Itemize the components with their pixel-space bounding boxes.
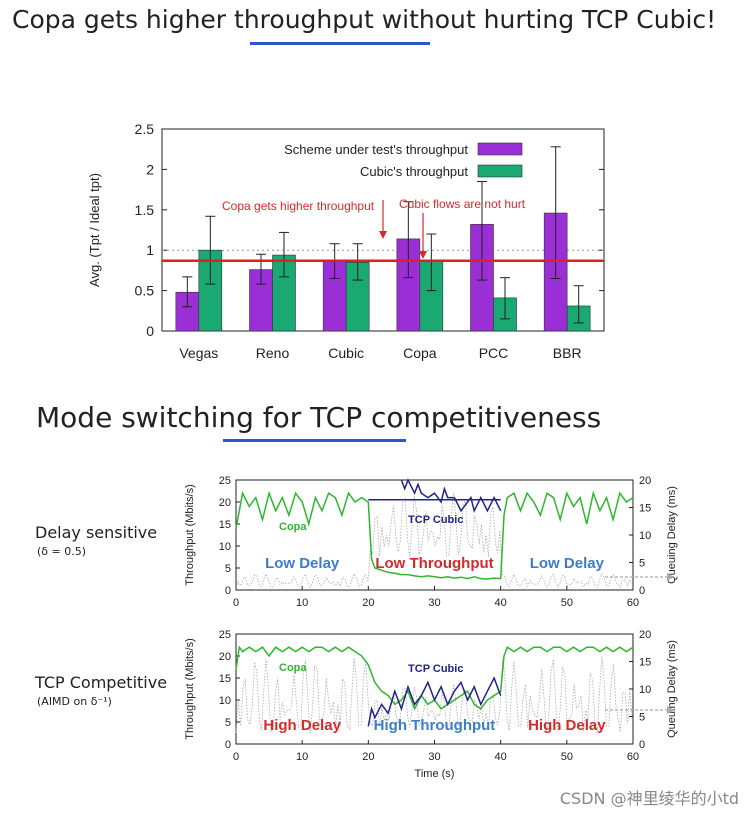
y-tick-label: 20 (219, 651, 231, 663)
y-tick-label: 1 (146, 242, 154, 258)
x-tick-label: 0 (233, 751, 239, 763)
slide-title-bottom: Mode switching for TCP competitiveness (36, 401, 602, 434)
y-tick-label: 0 (146, 323, 154, 339)
slide-title-top: Copa gets higher throughput without hurt… (12, 5, 717, 34)
x-tick-label: PCC (479, 345, 509, 361)
x-tick-label: 30 (428, 597, 440, 609)
y-tick-label: 25 (219, 475, 231, 487)
delay-sensitive-sublabel: (δ = 0.5) (37, 545, 87, 558)
y-tick-label: 20 (219, 497, 231, 509)
y-tick-label: 1.5 (135, 202, 155, 218)
legend-swatch (477, 164, 523, 178)
region-label: Low Throughput (375, 555, 493, 572)
dashed-arrowhead (667, 706, 674, 714)
legend-label: Scheme under test's throughput (284, 142, 468, 157)
copa-series (235, 490, 634, 580)
y-tick-label: 0 (225, 739, 231, 751)
title-underline-bottom (223, 439, 406, 442)
y2-tick-label: 10 (639, 684, 651, 696)
y-tick-label: 10 (219, 541, 231, 553)
copa-series-label: Copa (279, 521, 307, 533)
y-tick-label: 5 (225, 717, 231, 729)
y-axis-label: Throughput (Mbits/s) (184, 638, 196, 739)
region-label: High Delay (528, 717, 606, 734)
y-tick-label: 15 (219, 519, 231, 531)
tcp-competitive-sublabel: (AIMD on δ⁻¹) (37, 695, 112, 708)
x-axis-label: Time (s) (415, 768, 455, 780)
y-tick-label: 10 (219, 695, 231, 707)
y2-tick-label: 20 (639, 475, 651, 487)
y2-tick-label: 15 (639, 657, 651, 669)
cubic-series (400, 478, 502, 513)
legend-label: Cubic's throughput (360, 164, 468, 179)
x-tick-label: 0 (233, 597, 239, 609)
y-tick-label: 0.5 (135, 283, 155, 299)
region-label: High Throughput (374, 717, 496, 734)
y2-tick-label: 20 (639, 629, 651, 641)
region-label: Low Delay (530, 555, 605, 572)
x-tick-label: 50 (561, 751, 573, 763)
x-tick-label: Vegas (179, 345, 218, 361)
watermark: CSDN @神里绫华的小td (559, 789, 739, 808)
y-tick-label: 2.5 (135, 121, 155, 137)
region-label: High Delay (263, 717, 341, 734)
queuing-delay-series (235, 656, 633, 734)
plot-frame (161, 128, 605, 332)
y-tick-label: 25 (219, 629, 231, 641)
y2-tick-label: 5 (639, 712, 645, 724)
queuing-delay-series (235, 491, 633, 589)
y-tick-label: 15 (219, 673, 231, 685)
x-tick-label: 50 (561, 597, 573, 609)
bar-chart: 0 0.5 1 1.5 2 2.5 Avg. (Tpt / Ideal tpt) Vegas R… (87, 121, 605, 361)
cubic-series-label: TCP Cubic (408, 514, 463, 526)
x-tick-label: 40 (495, 751, 507, 763)
delay-sensitive-label: Delay sensitive (35, 523, 158, 542)
cubic-series-label: TCP Cubic (408, 663, 463, 675)
y2-tick-label: 10 (639, 530, 651, 542)
y2-axis-label: Queuing Delay (ms) (666, 640, 678, 738)
y2-tick-label: 0 (639, 739, 645, 751)
dashed-arrowhead (667, 573, 674, 581)
x-tick-label: Reno (256, 345, 290, 361)
line-chart-tcp-competitive: 0 5 10 15 20 25 0 5 10 15 20 0 10 20 30 40 50 60 Throughpu… (184, 629, 678, 780)
y-axis-label: Throughput (Mbits/s) (184, 484, 196, 585)
y2-tick-label: 0 (639, 585, 645, 597)
legend-swatch (477, 142, 523, 156)
x-tick-label: 10 (296, 751, 308, 763)
annotation-arrowhead (419, 251, 427, 259)
y-tick-label: 0 (225, 585, 231, 597)
y-tick-label: 2 (146, 161, 154, 177)
x-tick-label: 20 (362, 597, 374, 609)
cubic-series (367, 676, 502, 727)
annotation-copa-higher: Copa gets higher throughput (222, 199, 375, 213)
annotation-arrowhead (379, 231, 387, 239)
y-axis-label: Avg. (Tpt / Ideal tpt) (87, 173, 102, 287)
copa-series-label: Copa (279, 662, 307, 674)
line-chart-delay-sensitive: 0 5 10 15 20 25 0 5 10 15 20 0 10 20 30 40 50 60 Throughpu… (184, 475, 678, 609)
y2-tick-label: 15 (639, 503, 651, 515)
x-tick-label: 10 (296, 597, 308, 609)
tcp-competitive-label: TCP Competitive (35, 673, 168, 692)
region-label: Low Delay (265, 555, 340, 572)
x-tick-label: 30 (428, 751, 440, 763)
annotation-cubic-not-hurt: Cubic flows are not hurt (399, 197, 526, 211)
x-tick-label: Cubic (328, 345, 364, 361)
x-tick-label: 60 (627, 597, 639, 609)
y2-tick-label: 5 (639, 558, 645, 570)
y2-axis-label: Queuing Delay (ms) (666, 486, 678, 584)
y-tick-label: 5 (225, 563, 231, 575)
x-tick-label: Copa (403, 345, 437, 361)
x-tick-label: 40 (495, 597, 507, 609)
x-tick-label: BBR (553, 345, 582, 361)
x-tick-label: 60 (627, 751, 639, 763)
plot-frame (235, 479, 634, 591)
x-tick-label: 20 (362, 751, 374, 763)
title-underline-top (250, 42, 430, 45)
